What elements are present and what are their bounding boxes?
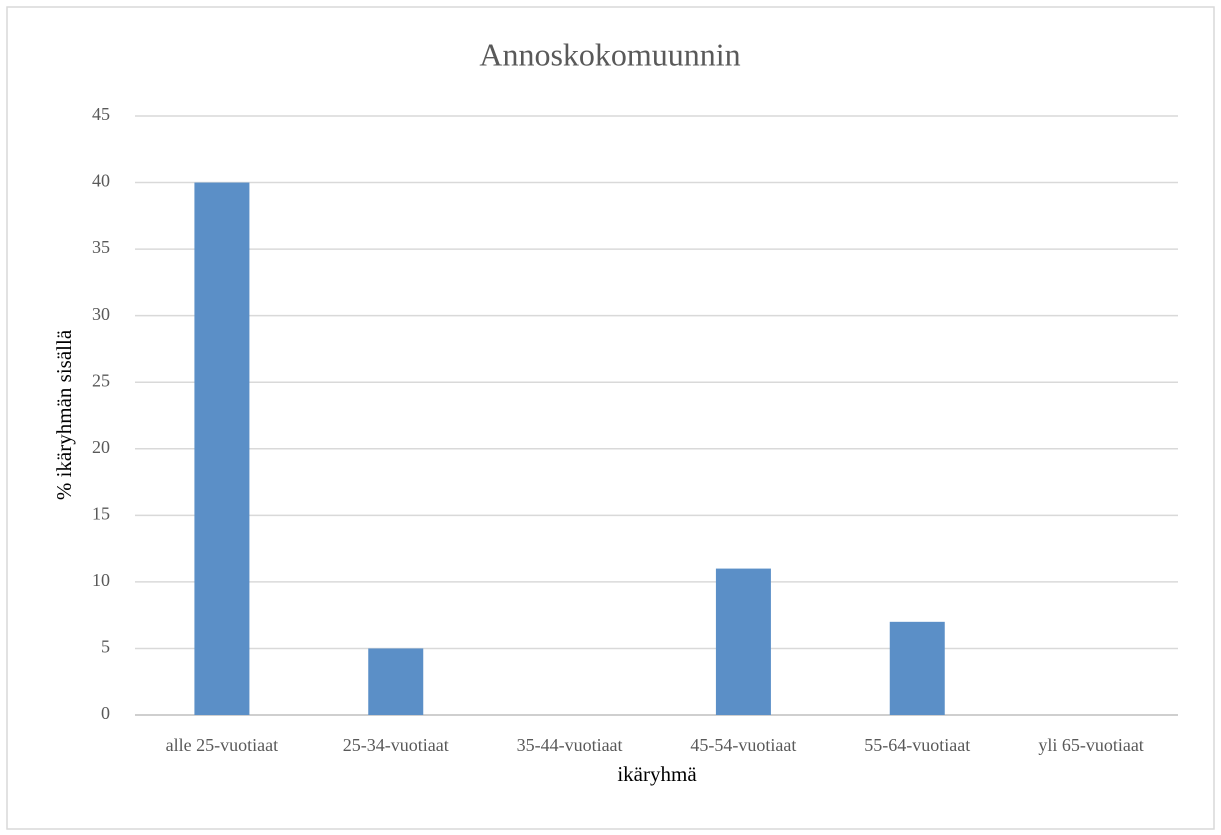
- y-tick-label: 15: [92, 503, 110, 523]
- x-tick-label: 25-34-vuotiaat: [343, 735, 449, 755]
- x-tick-label: 55-64-vuotiaat: [864, 735, 970, 755]
- chart-border: [6, 6, 1215, 830]
- x-tick-label: yli 65-vuotiaat: [1038, 735, 1143, 755]
- y-tick-label: 35: [92, 237, 110, 257]
- x-axis-title: ikäryhmä: [617, 762, 697, 786]
- chart-title: Annoskokomuunnin: [479, 36, 740, 72]
- y-tick-label: 5: [101, 637, 110, 657]
- bar: [368, 648, 424, 715]
- y-tick-label: 40: [92, 171, 110, 191]
- y-tick-label: 20: [92, 437, 110, 457]
- x-tick-label: 35-44-vuotiaat: [517, 735, 623, 755]
- y-tick-label: 10: [92, 570, 110, 590]
- bar: [715, 568, 771, 715]
- y-tick-label: 25: [92, 370, 110, 390]
- bar: [889, 621, 945, 715]
- x-tick-label: alle 25-vuotiaat: [166, 735, 278, 755]
- x-tick-label: 45-54-vuotiaat: [690, 735, 796, 755]
- y-tick-label: 30: [92, 304, 110, 324]
- bar: [194, 182, 250, 716]
- y-axis-title: % ikäryhmän sisällä: [52, 329, 76, 500]
- y-tick-label: 45: [92, 104, 110, 124]
- y-tick-label: 0: [101, 703, 110, 723]
